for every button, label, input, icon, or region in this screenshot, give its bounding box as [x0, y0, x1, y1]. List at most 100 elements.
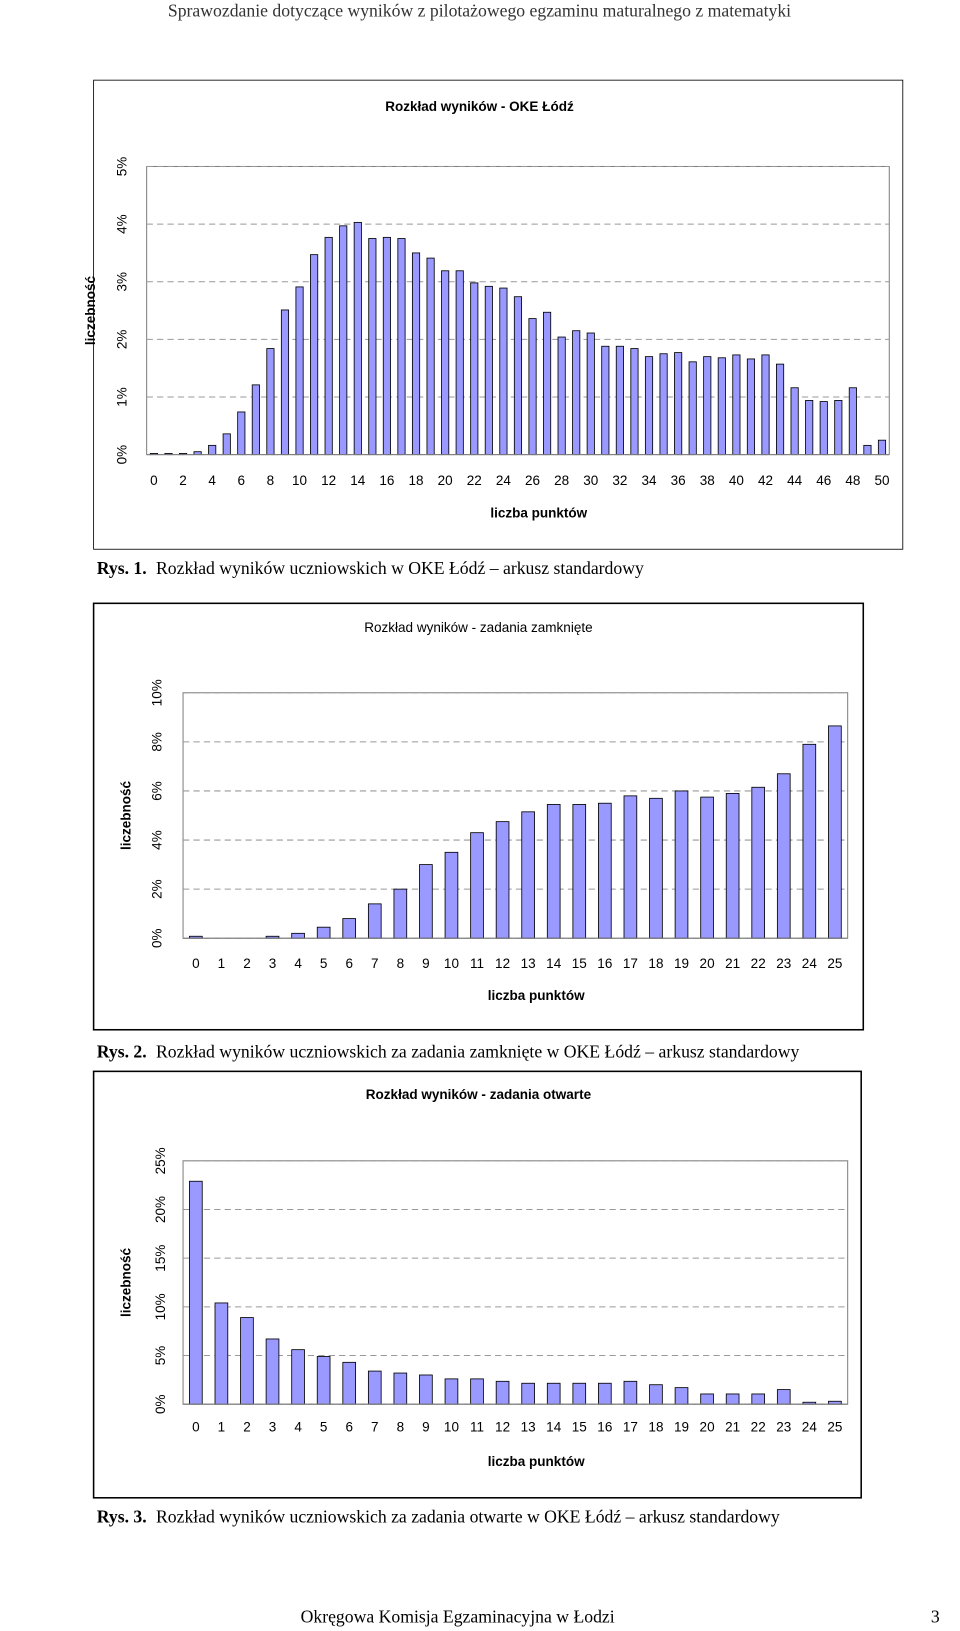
x-tick-label: 44	[787, 473, 803, 488]
x-tick-label: 16	[379, 473, 394, 488]
x-tick-label: 2	[243, 956, 251, 971]
y-tick-label: 20%	[153, 1196, 168, 1223]
bar	[280, 309, 290, 456]
bar	[470, 1378, 484, 1405]
x-tick-label: 6	[238, 473, 246, 488]
y-tick-label: 0%	[150, 928, 165, 948]
x-tick-label: 26	[525, 473, 540, 488]
bar	[393, 888, 408, 939]
page-header: Sprawozdanie dotyczące wyników z pilotaż…	[168, 1, 791, 21]
x-tick-label: 2	[243, 1420, 251, 1435]
y-tick-label: 10%	[153, 1293, 168, 1320]
x-tick-label: 50	[874, 473, 889, 488]
bar	[470, 282, 479, 456]
bar	[623, 1380, 638, 1405]
y-tick-label: 4%	[150, 830, 165, 850]
x-tick-label: 16	[597, 1420, 612, 1435]
bar	[732, 354, 741, 456]
x-tick-label: 20	[700, 1420, 715, 1435]
x-tick-label: 34	[641, 473, 657, 488]
bar	[790, 387, 799, 456]
bar	[419, 864, 433, 939]
bar	[776, 363, 785, 456]
x-tick-label: 28	[554, 473, 569, 488]
bar	[700, 1393, 714, 1405]
y-tick-label: 1%	[114, 387, 129, 407]
bar	[848, 387, 857, 456]
x-tick-label: 4	[294, 1420, 302, 1435]
x-tick-label: 8	[397, 956, 405, 971]
bar	[382, 236, 391, 456]
x-tick-label: 24	[802, 1420, 818, 1435]
y-tick-label: 15%	[153, 1245, 168, 1272]
bar	[353, 221, 362, 456]
bar	[630, 348, 639, 456]
x-tick-label: 36	[671, 473, 686, 488]
bar	[703, 356, 712, 456]
footer-text: Okręgowa Komisja Egzaminacyjna w Łodzi	[301, 1607, 615, 1627]
chart-title: Rozkład wyników - OKE Łódź	[385, 99, 574, 114]
bar	[776, 1389, 791, 1405]
x-tick-label: 22	[751, 956, 766, 971]
plot-area	[182, 692, 849, 939]
bar	[251, 384, 260, 456]
x-tick-label: 8	[397, 1420, 405, 1435]
y-tick-label: 10%	[150, 679, 165, 706]
x-tick-label: 4	[294, 956, 302, 971]
x-tick-label: 7	[371, 956, 379, 971]
bar	[189, 1180, 203, 1405]
bar	[659, 353, 668, 456]
bar	[367, 1370, 382, 1405]
x-tick-label: 8	[267, 473, 275, 488]
x-axis-label: liczba punktów	[488, 988, 585, 1003]
bar	[316, 1356, 331, 1405]
bar	[368, 238, 377, 456]
bar	[310, 254, 319, 456]
x-tick-label: 1	[218, 956, 226, 971]
y-tick-label: 6%	[150, 781, 165, 801]
x-tick-label: 21	[725, 1420, 740, 1435]
x-tick-label: 19	[674, 956, 689, 971]
x-tick-label: 0	[150, 473, 158, 488]
chart-title: Rozkład wyników - zadania zamknięte	[364, 620, 592, 635]
bar	[470, 832, 484, 939]
x-axis-label: liczba punktów	[488, 1454, 585, 1469]
caption-label: Rys. 3.	[97, 1507, 147, 1527]
x-tick-label: 12	[495, 1420, 510, 1435]
bar	[499, 287, 508, 456]
bar	[342, 1361, 357, 1405]
bar	[601, 345, 610, 456]
x-tick-label: 40	[729, 473, 744, 488]
y-axis-label: liczebność	[83, 276, 98, 346]
bar	[546, 804, 561, 939]
x-tick-label: 0	[192, 956, 200, 971]
x-tick-label: 12	[495, 956, 510, 971]
y-axis-label: liczebność	[118, 1247, 133, 1317]
y-tick-label: 2%	[150, 879, 165, 899]
x-tick-label: 9	[422, 1420, 430, 1435]
x-tick-label: 30	[583, 473, 598, 488]
bar	[674, 790, 689, 939]
bar	[265, 1338, 280, 1405]
x-tick-label: 3	[269, 1420, 277, 1435]
plot-area	[182, 1160, 849, 1405]
x-tick-label: 32	[612, 473, 627, 488]
bar	[598, 802, 612, 939]
caption-label: Rys. 1.	[97, 558, 147, 578]
x-tick-label: 12	[321, 473, 336, 488]
bar	[688, 361, 697, 456]
bar	[291, 1349, 305, 1405]
x-tick-label: 18	[648, 956, 663, 971]
chart-frame	[93, 79, 904, 550]
bar	[214, 1302, 229, 1405]
bar	[444, 1378, 459, 1405]
bar	[411, 252, 421, 456]
bar	[863, 444, 872, 456]
bar	[557, 336, 566, 456]
bar	[877, 439, 887, 456]
chart-title: Rozkład wyników - zadania otwarte	[366, 1087, 592, 1102]
bar	[316, 926, 331, 939]
x-tick-label: 23	[776, 1420, 791, 1435]
bar	[513, 296, 523, 456]
